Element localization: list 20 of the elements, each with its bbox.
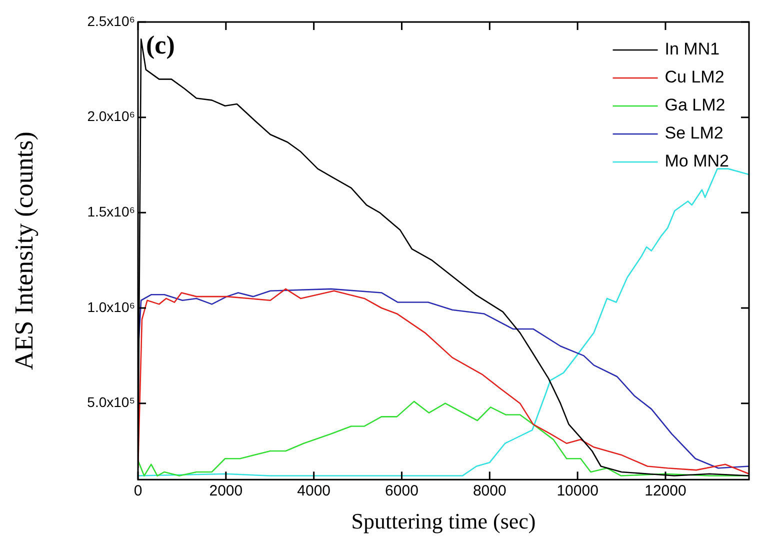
y-tick-label: 2.5x10⁶ bbox=[87, 12, 135, 29]
x-tick-label: 12000 bbox=[644, 482, 686, 500]
y-tick-label: 2.0x10⁶ bbox=[87, 108, 135, 124]
legend-label: Cu LM2 bbox=[664, 68, 724, 87]
legend-label: Mo MN2 bbox=[664, 152, 730, 171]
x-tick-label: 4000 bbox=[297, 482, 331, 500]
legend-label: Se LM2 bbox=[664, 124, 724, 143]
x-tick-label: 8000 bbox=[472, 482, 506, 500]
y-axis-title: AES Intensity (counts) bbox=[9, 132, 38, 370]
y-tick-label: 1.0x10⁶ bbox=[87, 298, 135, 315]
legend-label: Ga LM2 bbox=[664, 96, 726, 115]
y-tick-label: 1.5x10⁶ bbox=[87, 204, 135, 220]
x-tick-label: 6000 bbox=[385, 482, 418, 500]
x-tick-label: 2000 bbox=[209, 482, 243, 500]
x-tick-label: 0 bbox=[134, 482, 142, 500]
y-tick-label: 5.0x10⁵ bbox=[87, 394, 135, 410]
annotation: (c) bbox=[146, 30, 175, 60]
x-axis-title: Sputtering time (sec) bbox=[351, 508, 536, 534]
legend-label: In MN1 bbox=[664, 40, 720, 59]
x-tick-label: 10000 bbox=[556, 482, 598, 500]
